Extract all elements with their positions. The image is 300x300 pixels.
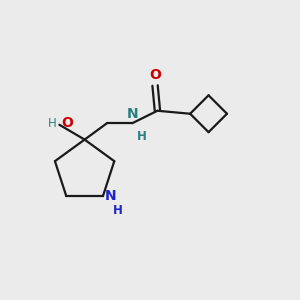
Text: H: H: [136, 130, 146, 143]
Text: H: H: [48, 117, 57, 130]
Text: O: O: [62, 116, 74, 130]
Text: O: O: [149, 68, 161, 82]
Text: H: H: [112, 204, 122, 218]
Text: N: N: [126, 107, 138, 121]
Text: N: N: [104, 189, 116, 203]
